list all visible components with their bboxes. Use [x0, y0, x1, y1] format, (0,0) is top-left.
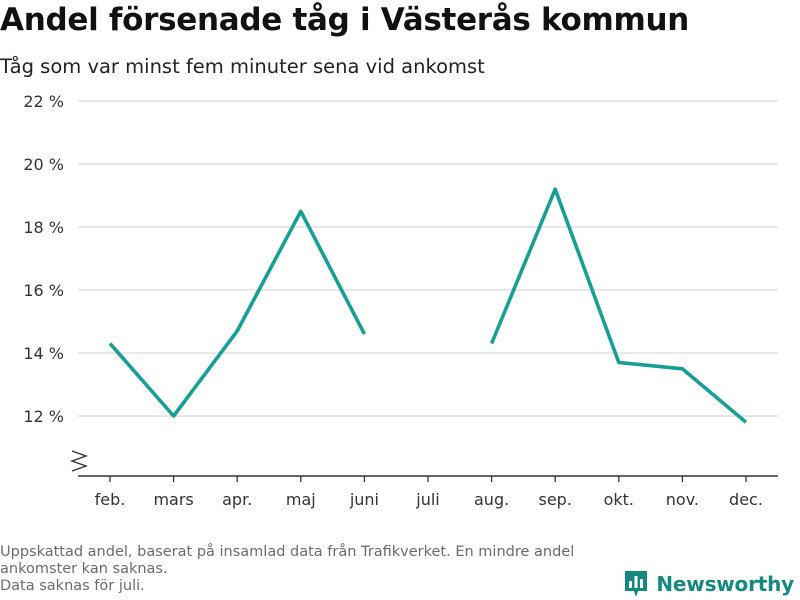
chart-subtitle: Tåg som var minst fem minuter sena vid a… [0, 55, 485, 78]
footnote: Uppskattad andel, baserat på insamlad da… [0, 544, 640, 595]
y-tick-label: 22 % [23, 92, 64, 111]
chart-title: Andel försenade tåg i Västerås kommun [0, 2, 690, 38]
footnote-line: ankomster kan saknas. [0, 561, 168, 577]
x-tick-label: aug. [474, 490, 509, 509]
y-axis: 12 % 14 % 16 % 18 % 20 % 22 % [23, 92, 89, 472]
y-tick-label: 18 % [23, 218, 64, 237]
x-tick-label: feb. [95, 490, 126, 509]
x-tick-label: maj [286, 490, 316, 509]
x-tick-label: dec. [729, 490, 763, 509]
x-tick-label: juni [349, 490, 379, 509]
x-axis: feb. mars apr. maj juni juli aug. sep. okt. nov. d… [78, 475, 778, 509]
brand-name: Newsworthy [656, 572, 794, 596]
x-tick-label: apr. [222, 490, 252, 509]
series [108, 187, 748, 424]
y-tick-label: 12 % [23, 407, 64, 426]
brand-logo: Newsworthy [623, 569, 794, 599]
x-tick-label: juli [415, 490, 439, 509]
series-line [489, 187, 748, 424]
y-tick-label: 16 % [23, 281, 64, 300]
x-tick-label: mars [153, 490, 193, 509]
y-tick-label: 14 % [23, 344, 64, 363]
series-line [108, 209, 366, 418]
x-tick-label: nov. [666, 490, 699, 509]
line-chart: 12 % 14 % 16 % 18 % 20 % 22 % feb. mars apr. maj… [23, 92, 778, 509]
newsworthy-logo-icon [625, 571, 648, 597]
gridlines [78, 100, 778, 417]
axis-break-icon [69, 450, 89, 472]
footnote-line: Data saknas för juli. [0, 578, 145, 594]
y-tick-label: 20 % [23, 155, 64, 174]
x-tick-label: sep. [538, 490, 571, 509]
x-tick-label: okt. [604, 490, 634, 509]
footnote-line: Uppskattad andel, baserat på insamlad da… [0, 544, 575, 560]
